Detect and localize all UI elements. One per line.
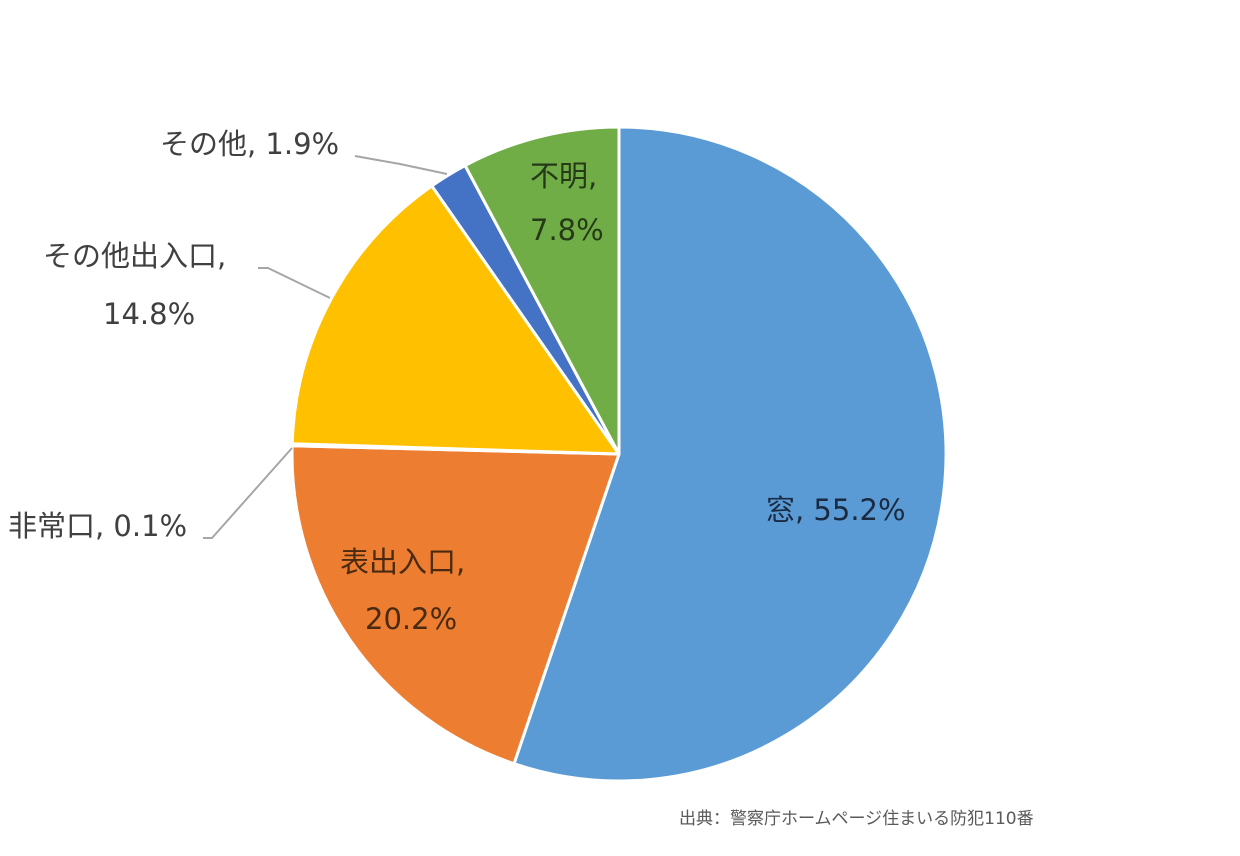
- pie-slice-0: [512, 125, 948, 783]
- label-other-entrance-value: 14.8%: [103, 297, 196, 331]
- label-front-entrance-value: 20.2%: [365, 602, 458, 636]
- label-front-entrance-name: 表出入口,: [340, 545, 466, 579]
- leader-line-emergency: [203, 447, 293, 539]
- pie-slices: [290, 125, 948, 783]
- label-other: その他, 1.9%: [160, 127, 340, 161]
- label-window: 窓, 55.2%: [766, 493, 906, 527]
- leader-lines: [203, 155, 448, 539]
- label-unknown-value: 7.8%: [530, 213, 604, 247]
- leader-line-other-entrance: [258, 267, 331, 299]
- pie-slice-5: [463, 125, 621, 456]
- label-emergency-exit: 非常口, 0.1%: [8, 509, 188, 543]
- pie-slice-3: [290, 184, 621, 456]
- label-unknown-name: 不明,: [530, 159, 598, 193]
- leader-line-other: [354, 155, 448, 175]
- pie-slice-1: [290, 444, 621, 766]
- label-other-entrance-name: その他出入口,: [43, 239, 227, 273]
- source-note: 出典：警察庁ホームページ住まいる防犯110番: [679, 809, 1034, 829]
